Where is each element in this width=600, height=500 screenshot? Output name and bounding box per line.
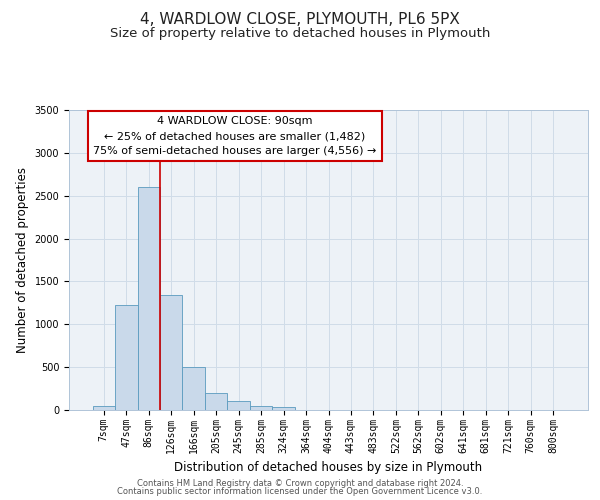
Text: Contains HM Land Registry data © Crown copyright and database right 2024.: Contains HM Land Registry data © Crown c… — [137, 478, 463, 488]
Bar — [137, 187, 160, 410]
Text: Contains public sector information licensed under the Open Government Licence v3: Contains public sector information licen… — [118, 487, 482, 496]
Y-axis label: Number of detached properties: Number of detached properties — [16, 167, 29, 353]
Bar — [205, 393, 227, 410]
Bar — [250, 406, 272, 410]
Bar — [182, 367, 205, 410]
Bar — [272, 406, 295, 410]
Bar — [115, 304, 137, 410]
Bar — [92, 406, 115, 410]
Bar — [227, 400, 250, 410]
Bar — [160, 295, 182, 410]
Text: 4 WARDLOW CLOSE: 90sqm
← 25% of detached houses are smaller (1,482)
75% of semi-: 4 WARDLOW CLOSE: 90sqm ← 25% of detached… — [94, 116, 377, 156]
Text: Size of property relative to detached houses in Plymouth: Size of property relative to detached ho… — [110, 28, 490, 40]
Text: 4, WARDLOW CLOSE, PLYMOUTH, PL6 5PX: 4, WARDLOW CLOSE, PLYMOUTH, PL6 5PX — [140, 12, 460, 28]
X-axis label: Distribution of detached houses by size in Plymouth: Distribution of detached houses by size … — [175, 461, 482, 474]
